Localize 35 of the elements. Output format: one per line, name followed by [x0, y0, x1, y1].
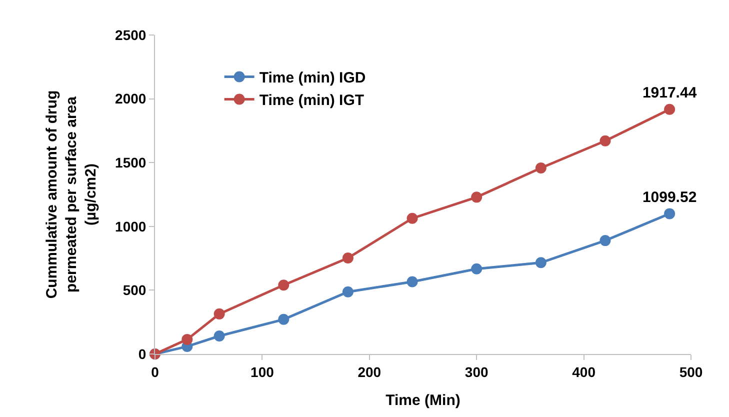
point — [182, 334, 193, 345]
point — [278, 314, 290, 325]
y-tick-label: 500 — [122, 282, 146, 298]
x-tick-label: 400 — [572, 364, 596, 380]
point — [664, 104, 676, 115]
y-tick-label: 1000 — [115, 218, 146, 234]
point — [342, 252, 354, 264]
x-tick-label: 300 — [464, 364, 488, 380]
y-tick-label: 1500 — [115, 154, 146, 170]
y-tick-label: 2000 — [115, 90, 146, 107]
point — [471, 263, 482, 274]
y-axis-title: Cummulative amount of drug permeated per surface area (µg/cm2) — [43, 90, 100, 299]
point — [535, 162, 546, 174]
point — [535, 257, 546, 268]
point — [214, 308, 225, 320]
point — [214, 330, 225, 342]
point — [600, 235, 611, 246]
point — [278, 280, 290, 291]
point — [406, 276, 418, 288]
point — [664, 208, 676, 220]
x-tick-label: 500 — [679, 364, 703, 380]
legend-label: Time (min) IGT — [259, 92, 364, 110]
data-label: 1099.52 — [642, 189, 697, 206]
point — [471, 192, 482, 203]
y-tick-label: 2500 — [115, 26, 146, 43]
legend-label: Time (min) IGD — [259, 70, 366, 87]
x-tick-label: 0 — [151, 364, 160, 380]
x-axis-title: Time (Min) — [386, 392, 460, 409]
point — [342, 286, 354, 298]
point — [600, 135, 611, 146]
x-tick-label: 100 — [250, 364, 274, 380]
x-tick-label: 200 — [358, 364, 382, 380]
y-tick-label: 0 — [138, 346, 146, 362]
data-label: 1917.44 — [642, 84, 698, 102]
point — [406, 212, 418, 224]
